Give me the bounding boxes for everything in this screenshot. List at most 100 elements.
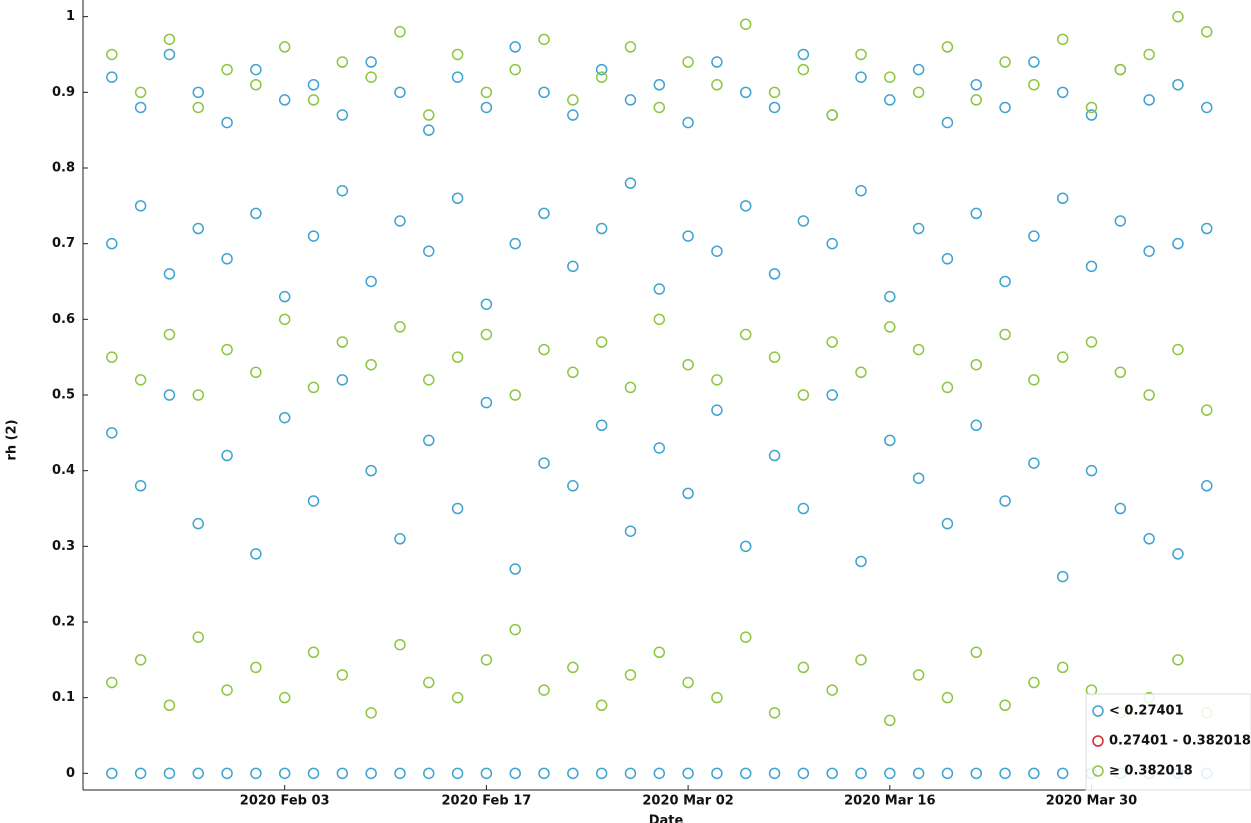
point <box>653 442 666 454</box>
point <box>624 767 637 780</box>
point <box>336 56 349 68</box>
point <box>999 699 1011 711</box>
point <box>192 631 205 643</box>
point <box>106 237 118 250</box>
point <box>192 86 205 99</box>
point <box>1201 480 1213 492</box>
point <box>163 328 176 341</box>
point <box>134 480 147 492</box>
legend-marker <box>1092 765 1104 777</box>
x-axis-label: Date <box>649 814 684 823</box>
point <box>595 699 608 711</box>
y-tick-label: 0.7 <box>52 236 75 251</box>
point <box>365 707 377 719</box>
point <box>970 767 983 780</box>
point <box>221 116 233 129</box>
y-tick-label: 0.4 <box>52 463 75 478</box>
point <box>826 767 838 780</box>
point <box>1028 374 1040 386</box>
point <box>1085 101 1098 114</box>
point <box>912 63 925 76</box>
point <box>538 684 550 696</box>
point <box>1056 33 1069 46</box>
point <box>797 502 810 515</box>
point <box>999 56 1011 68</box>
point <box>884 714 896 727</box>
point <box>394 86 406 99</box>
point <box>1172 10 1184 23</box>
point <box>480 328 493 341</box>
point <box>1056 570 1069 583</box>
point <box>423 434 435 447</box>
point <box>394 321 406 333</box>
point <box>509 623 521 636</box>
point <box>682 230 694 242</box>
point <box>941 517 954 530</box>
point <box>278 94 291 106</box>
point <box>134 200 147 212</box>
point <box>855 555 867 568</box>
point <box>394 638 406 651</box>
legend-label: < 0.27401 <box>1109 704 1184 719</box>
point <box>739 18 752 30</box>
point <box>653 313 666 326</box>
point <box>365 275 377 288</box>
point <box>826 389 838 401</box>
point <box>1028 767 1040 780</box>
point <box>163 33 176 46</box>
point <box>595 336 608 348</box>
point <box>307 94 320 106</box>
point <box>1114 502 1127 515</box>
point <box>1056 351 1069 363</box>
point <box>1143 533 1155 545</box>
point <box>941 767 954 780</box>
y-tick-label: 1 <box>66 9 75 24</box>
point <box>480 396 493 409</box>
point <box>941 41 954 53</box>
point <box>192 101 205 114</box>
point <box>307 381 320 394</box>
point <box>221 63 233 76</box>
x-tick-label: 2020 Mar 02 <box>642 794 733 809</box>
point <box>768 767 781 780</box>
point <box>711 767 723 780</box>
point <box>509 389 521 401</box>
point <box>797 63 810 76</box>
point <box>797 48 810 61</box>
point <box>250 207 262 220</box>
point <box>278 290 291 303</box>
point <box>221 253 233 265</box>
point <box>739 767 752 780</box>
point <box>394 215 406 227</box>
point <box>1143 48 1155 61</box>
point <box>999 495 1011 507</box>
point <box>624 94 637 106</box>
point <box>884 290 896 303</box>
point <box>451 502 464 515</box>
point <box>423 124 435 136</box>
point <box>1201 404 1213 416</box>
y-tick-label: 0.2 <box>52 615 75 630</box>
point <box>106 351 118 363</box>
point <box>768 351 781 363</box>
point <box>739 328 752 341</box>
point <box>1085 336 1098 348</box>
point <box>567 480 579 492</box>
point <box>307 646 320 659</box>
point <box>1172 654 1184 666</box>
point <box>134 767 147 780</box>
point <box>624 525 637 537</box>
point <box>1143 94 1155 106</box>
point <box>884 767 896 780</box>
point <box>250 767 262 780</box>
point <box>221 684 233 696</box>
x-tick-label: 2020 Mar 16 <box>844 794 935 809</box>
point <box>653 79 666 91</box>
point <box>826 684 838 696</box>
point <box>912 767 925 780</box>
point <box>682 358 694 371</box>
legend-marker <box>1092 735 1104 747</box>
point <box>855 767 867 780</box>
point <box>278 41 291 53</box>
